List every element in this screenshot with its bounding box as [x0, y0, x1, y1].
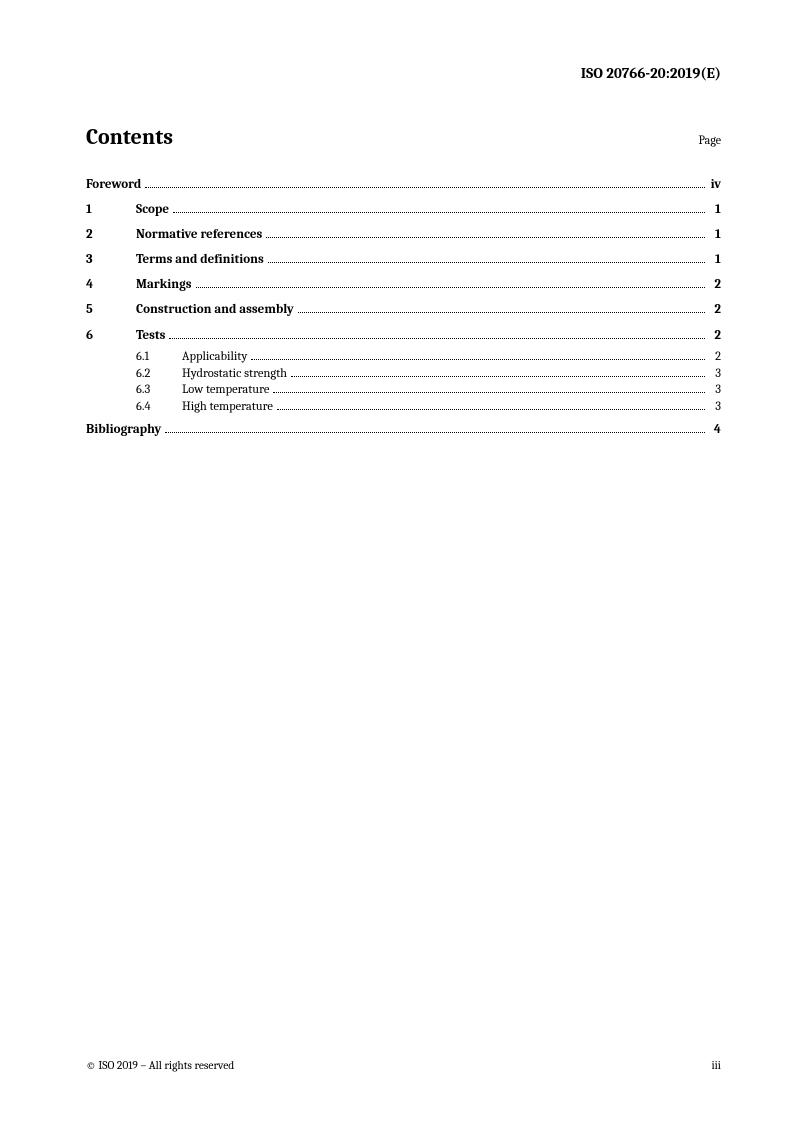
toc-subentry[interactable]: 6.4 High temperature 3 — [86, 399, 721, 416]
contents-title: Contents — [86, 124, 173, 150]
toc-subentry[interactable]: 6.3 Low temperature 3 — [86, 382, 721, 399]
toc-number: 5 — [86, 299, 136, 321]
toc-page: 3 — [707, 382, 721, 399]
toc-subnumber: 6.3 — [136, 382, 182, 399]
toc-number: 1 — [86, 199, 136, 221]
toc-entry[interactable]: 1 Scope 1 — [86, 199, 721, 221]
toc-subentry[interactable]: 6.1 Applicability 2 — [86, 349, 721, 366]
toc-entry[interactable]: 2 Normative references 1 — [86, 224, 721, 246]
toc-page: 3 — [707, 399, 721, 416]
toc-page: 2 — [707, 325, 721, 347]
toc-entry[interactable]: 6 Tests 2 — [86, 325, 721, 347]
toc-number: 3 — [86, 249, 136, 271]
toc-page: iv — [707, 174, 721, 196]
toc-entry-bibliography[interactable]: Bibliography 4 — [86, 419, 721, 441]
toc-title: Normative references — [136, 224, 264, 246]
toc-title: Construction and assembly — [136, 299, 296, 321]
toc-title: High temperature — [182, 399, 275, 416]
toc-page: 1 — [707, 224, 721, 246]
toc-title: Bibliography — [86, 419, 163, 441]
copyright-text: © ISO 2019 – All rights reserved — [86, 1059, 234, 1072]
contents-header: Contents Page — [86, 124, 721, 150]
toc-title: Foreword — [86, 174, 143, 196]
toc-leader — [251, 359, 705, 360]
toc-subnumber: 6.4 — [136, 399, 182, 416]
page-footer: © ISO 2019 – All rights reserved iii — [86, 1059, 721, 1072]
toc-leader — [145, 187, 705, 188]
toc-entry-foreword[interactable]: Foreword iv — [86, 174, 721, 196]
toc-leader — [291, 376, 705, 377]
toc-entry[interactable]: 4 Markings 2 — [86, 274, 721, 296]
toc-entry-group: 6 Tests 2 6.1 Applicability 2 6.2 Hydros… — [86, 325, 721, 417]
toc-number: 4 — [86, 274, 136, 296]
toc-page: 2 — [707, 299, 721, 321]
document-reference: ISO 20766-20:2019(E) — [86, 64, 721, 82]
toc-title: Terms and definitions — [136, 249, 266, 271]
toc-page: 1 — [707, 249, 721, 271]
toc-page: 2 — [707, 274, 721, 296]
toc-page: 2 — [707, 349, 721, 366]
toc-leader — [169, 338, 705, 339]
toc-leader — [196, 287, 705, 288]
toc-page: 3 — [707, 366, 721, 383]
toc-leader — [268, 262, 705, 263]
toc-title: Hydrostatic strength — [182, 366, 289, 383]
toc-leader — [165, 432, 705, 433]
toc-leader — [277, 409, 705, 410]
toc-title: Scope — [136, 199, 171, 221]
toc-title: Tests — [136, 325, 167, 347]
toc-subentry[interactable]: 6.2 Hydrostatic strength 3 — [86, 366, 721, 383]
toc: Foreword iv 1 Scope 1 2 Normative refere… — [86, 174, 721, 441]
toc-page: 4 — [707, 419, 721, 441]
toc-entry[interactable]: 5 Construction and assembly 2 — [86, 299, 721, 321]
toc-entry[interactable]: 3 Terms and definitions 1 — [86, 249, 721, 271]
toc-leader — [273, 392, 705, 393]
toc-title: Low temperature — [182, 382, 271, 399]
toc-subnumber: 6.1 — [136, 349, 182, 366]
toc-number: 6 — [86, 325, 136, 347]
page-label: Page — [699, 133, 721, 147]
page-number: iii — [711, 1059, 721, 1072]
toc-number: 2 — [86, 224, 136, 246]
toc-title: Markings — [136, 274, 194, 296]
toc-leader — [298, 312, 705, 313]
toc-subnumber: 6.2 — [136, 366, 182, 383]
toc-title: Applicability — [182, 349, 249, 366]
toc-leader — [266, 237, 705, 238]
toc-page: 1 — [707, 199, 721, 221]
toc-leader — [173, 212, 705, 213]
